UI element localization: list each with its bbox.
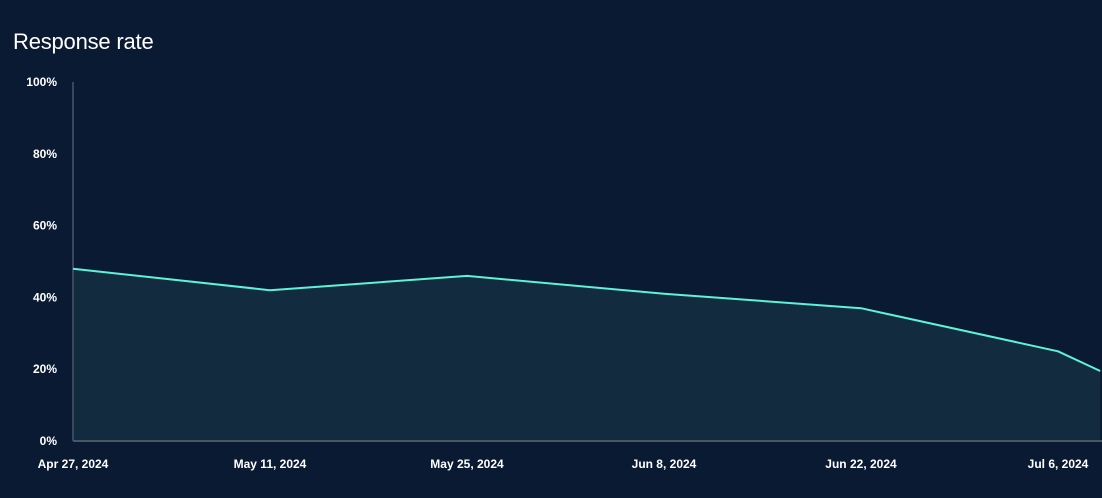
chart-title: Response rate xyxy=(13,29,154,54)
y-tick-label: 0% xyxy=(40,434,58,448)
y-tick-label: 100% xyxy=(26,75,57,89)
y-tick-label: 20% xyxy=(33,362,57,376)
area-fill xyxy=(73,268,1101,441)
y-tick-label: 60% xyxy=(33,219,57,233)
x-tick-label: Apr 27, 2024 xyxy=(38,457,109,471)
x-tick-label: Jun 8, 2024 xyxy=(632,457,697,471)
x-tick-label: Jul 6, 2024 xyxy=(1028,457,1089,471)
y-tick-label: 40% xyxy=(33,290,57,304)
x-tick-label: May 11, 2024 xyxy=(234,457,307,471)
y-tick-label: 80% xyxy=(33,147,57,161)
x-tick-label: May 25, 2024 xyxy=(430,457,504,471)
series-line xyxy=(72,267,1101,372)
x-tick-label: Jun 22, 2024 xyxy=(825,457,897,471)
